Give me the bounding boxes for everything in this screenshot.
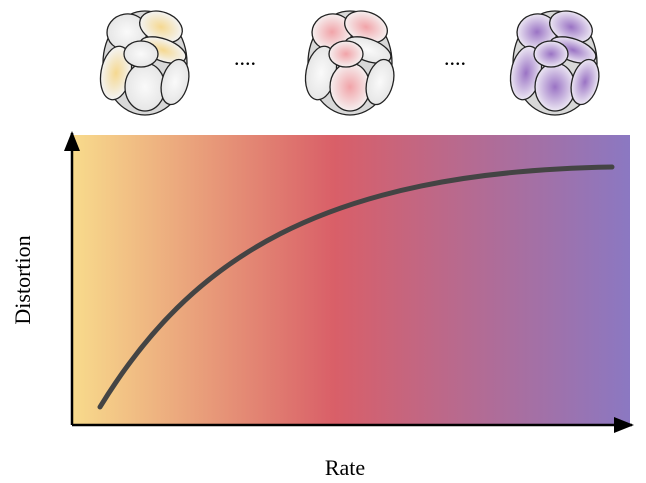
cluster-ellipse	[534, 62, 576, 112]
cluster	[99, 10, 190, 116]
cluster	[304, 10, 395, 116]
y-axis-label: Distortion	[10, 235, 35, 324]
gradient-background	[72, 135, 630, 425]
cluster-ellipse	[329, 62, 371, 112]
rate-distortion-curve	[97, 164, 615, 410]
separator-dots: ....	[444, 45, 466, 70]
x-axis-label: Rate	[325, 455, 365, 480]
cluster-icons	[99, 10, 600, 116]
cluster-ellipse	[160, 58, 190, 106]
cluster-ellipse	[328, 40, 364, 68]
cluster-ellipse	[533, 40, 569, 68]
separator-dots: ....	[234, 45, 256, 70]
cluster-ellipse	[123, 40, 159, 68]
cluster-ellipse	[570, 58, 600, 106]
cluster	[509, 10, 600, 116]
cluster-ellipse	[124, 62, 166, 112]
cluster-ellipse	[365, 58, 395, 106]
